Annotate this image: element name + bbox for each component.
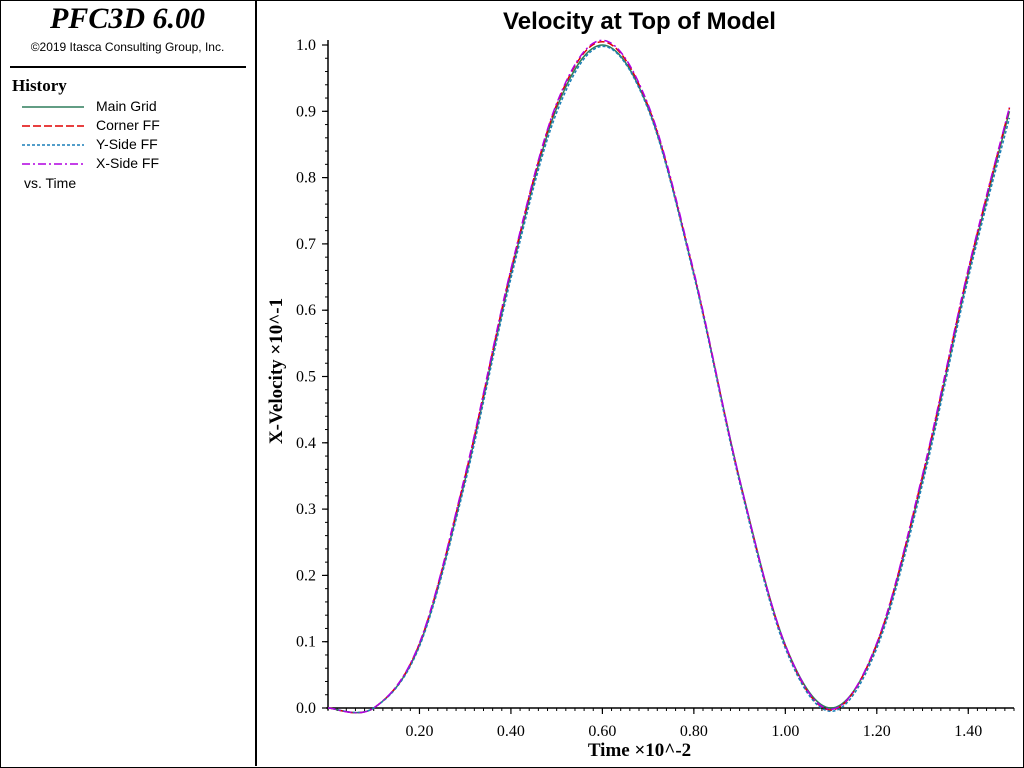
- chart-area: Velocity at Top of Model X-Velocity ×10^…: [257, 0, 1022, 766]
- y-tick-label: 0.6: [296, 302, 316, 319]
- x-tick-label: 0.40: [497, 723, 525, 740]
- x-tick-label: 0.80: [680, 723, 708, 740]
- legend-swatch-y-side-ff: [22, 144, 84, 146]
- copyright-text: ©2019 Itasca Consulting Group, Inc.: [30, 40, 225, 54]
- y-tick-label: 0.9: [296, 103, 316, 120]
- x-tick-label: 0.20: [405, 723, 433, 740]
- legend-label: Main Grid: [96, 98, 157, 114]
- series-line-y-side-ff: [327, 45, 1011, 714]
- x-tick-label: 0.60: [588, 723, 616, 740]
- x-tick-label: 1.20: [863, 723, 891, 740]
- x-tick-label: 1.40: [954, 723, 982, 740]
- y-tick-label: 1.0: [296, 37, 316, 54]
- y-tick-label: 0.2: [296, 567, 316, 584]
- x-axis-label: Time ×10^-2: [587, 740, 692, 761]
- y-tick-label: 0.0: [296, 700, 316, 717]
- y-tick-label: 0.5: [296, 369, 316, 386]
- y-tick-label: 0.8: [296, 170, 316, 187]
- legend-panel: PFC3D 6.00 ©2019 Itasca Consulting Group…: [0, 0, 257, 766]
- y-tick-label: 0.7: [296, 236, 316, 253]
- legend-label: Y-Side FF: [96, 136, 158, 152]
- legend-divider: [10, 66, 246, 68]
- x-tick-label: 1.00: [771, 723, 799, 740]
- app-title: PFC3D 6.00: [49, 2, 205, 35]
- y-tick-label: 0.3: [296, 501, 316, 518]
- legend-label: X-Side FF: [96, 155, 160, 171]
- legend-swatch-corner-ff: [22, 125, 84, 127]
- legend-label: Corner FF: [96, 117, 160, 133]
- legend-vs-label: vs. Time: [24, 175, 77, 191]
- chart-plot: 0.0 0.1 0.2 0.3 0.4 0.5 0.6 0.7 0.8 0.9 1.0 0.20 0.4…: [296, 37, 1015, 740]
- legend-swatch-main-grid: [22, 106, 84, 108]
- legend-heading: History: [12, 76, 67, 95]
- legend-swatch-x-side-ff: [22, 163, 84, 165]
- chart-title: Velocity at Top of Model: [503, 8, 776, 35]
- y-tick-label: 0.4: [296, 435, 316, 452]
- series-line-x-side-ff: [327, 39, 1011, 714]
- y-tick-label: 0.1: [296, 634, 316, 651]
